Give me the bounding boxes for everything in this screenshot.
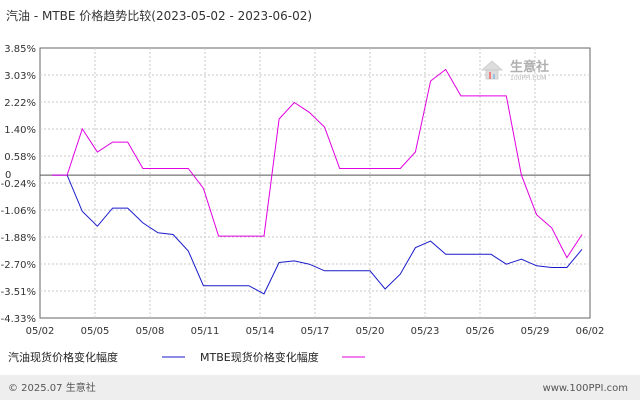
x-axis-ticks: 05/02 05/05 05/08 05/11 05/14 05/17 05/20 05/23… (26, 326, 605, 337)
series-line-gasoline (52, 174, 583, 295)
series-layer (52, 68, 583, 295)
x-tick-label: 05/29 (521, 326, 550, 337)
footer-url: www.100PPI.com (543, 383, 628, 394)
y-axis-ticks: 3.85% 3.03% 2.22% 1.40% 0.58% -0.24% -1.06% -1.… (1, 44, 36, 325)
y-tick-label: 2.22% (4, 98, 36, 109)
watermark-url: 100PPI.COM (510, 75, 546, 82)
legend: 汽油现货价格变化幅度 MTBE现货价格变化幅度 (8, 350, 365, 364)
chart-title: 汽油 - MTBE 价格趋势比较(2023-05-02 - 2023-06-02… (6, 8, 312, 23)
x-tick-label: 05/08 (136, 326, 165, 337)
x-tick-label: 05/02 (26, 326, 55, 337)
x-tick-label: 06/02 (576, 326, 605, 337)
x-tick-label: 05/05 (81, 326, 110, 337)
legend-label-gasoline: 汽油现货价格变化幅度 (8, 350, 118, 364)
zero-label: 0 (5, 170, 11, 181)
footer-copyright: © 2025.07 生意社 (8, 381, 96, 394)
watermark-logo (480, 60, 504, 80)
y-tick-label: -3.51% (1, 287, 36, 298)
x-tick-label: 05/23 (411, 326, 440, 337)
watermark: 生意社 100PPI.COM (480, 59, 549, 82)
grid-lines (40, 48, 590, 318)
y-tick-label: -0.24% (1, 179, 36, 190)
y-tick-label: -2.70% (1, 260, 36, 271)
series-line-mtbe (52, 68, 583, 259)
y-tick-label: -1.06% (1, 206, 36, 217)
x-tick-label: 05/14 (246, 326, 275, 337)
y-tick-label: -4.33% (1, 314, 36, 325)
y-tick-label: 1.40% (4, 125, 36, 136)
footer-bar: © 2025.07 生意社 www.100PPI.com (0, 375, 640, 400)
x-tick-label: 05/26 (466, 326, 495, 337)
y-tick-label: -1.88% (1, 233, 36, 244)
x-tick-label: 05/11 (191, 326, 220, 337)
y-tick-label: 0.58% (4, 152, 36, 163)
x-tick-label: 05/20 (356, 326, 385, 337)
legend-label-mtbe: MTBE现货价格变化幅度 (200, 350, 319, 364)
plot-area: 生意社 100PPI.COM 3.85% 3.03% 2.22% 1.40% 0.58%… (1, 44, 605, 337)
footer-background (0, 375, 640, 400)
y-tick-label: 3.85% (4, 44, 36, 55)
watermark-name: 生意社 (510, 59, 549, 75)
x-tick-label: 05/17 (301, 326, 330, 337)
y-tick-label: 3.03% (4, 71, 36, 82)
